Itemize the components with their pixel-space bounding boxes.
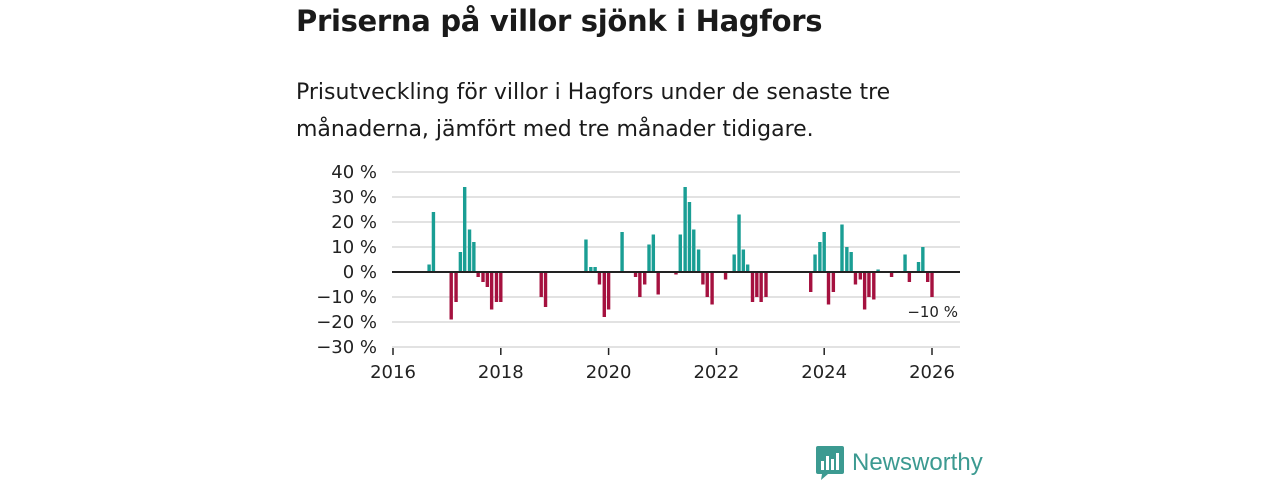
bar	[916, 262, 921, 272]
bar	[840, 224, 844, 272]
bar	[485, 272, 490, 287]
bar	[701, 272, 705, 285]
bar	[903, 254, 907, 272]
y-tick-label: −30 %	[316, 337, 377, 358]
bars	[427, 187, 934, 320]
bar	[606, 272, 611, 310]
newsworthy-brand: Newsworthy	[816, 446, 983, 480]
bar	[458, 252, 463, 272]
bar	[674, 272, 678, 275]
bar	[831, 272, 836, 292]
bar	[589, 267, 593, 272]
brand-name: Newsworthy	[852, 449, 983, 476]
bar	[826, 272, 831, 305]
bar	[476, 272, 480, 277]
bar	[431, 212, 436, 272]
bar	[813, 254, 817, 272]
x-tick-label: 2018	[478, 362, 524, 383]
bar	[732, 254, 736, 272]
bar	[467, 229, 472, 272]
bar	[633, 272, 638, 277]
bar	[584, 239, 588, 272]
bar	[889, 272, 894, 277]
newsworthy-logo-icon	[816, 446, 844, 480]
bar	[481, 272, 485, 282]
x-tick-label: 2022	[693, 362, 739, 383]
bar	[539, 272, 543, 297]
bar	[489, 272, 494, 310]
bar	[543, 272, 548, 307]
x-tick-label: 2026	[909, 362, 955, 383]
bar	[454, 272, 458, 302]
bar-chart: 40 %30 %20 %10 %0 %−10 %−20 %−30 % 2016 2…	[316, 162, 960, 383]
bar	[858, 272, 863, 280]
bar	[872, 272, 876, 300]
y-axis: 40 % 30 % 20 % 10 % 0 % −10 % −20 % −30 %	[316, 162, 377, 358]
bar	[687, 202, 692, 272]
bar	[849, 252, 853, 272]
bar	[494, 272, 499, 302]
bar	[867, 272, 871, 297]
bar	[683, 187, 687, 272]
bar	[764, 272, 768, 297]
bar	[737, 214, 741, 272]
bar	[620, 232, 624, 272]
bar	[822, 232, 826, 272]
bar	[499, 272, 503, 302]
bar	[692, 229, 696, 272]
bar	[745, 264, 750, 272]
bar	[427, 264, 431, 272]
bar	[647, 244, 651, 272]
bar	[710, 272, 714, 305]
bar	[925, 272, 930, 282]
x-tick-label: 2020	[586, 362, 632, 383]
y-tick-label: 10 %	[331, 237, 377, 258]
bar	[705, 272, 709, 297]
bar	[602, 272, 606, 317]
bar	[638, 272, 642, 297]
bar	[723, 272, 728, 280]
y-tick-label: −10 %	[316, 287, 377, 308]
bar	[853, 272, 858, 285]
x-tick-label: 2016	[370, 362, 416, 383]
bar	[759, 272, 763, 302]
bar	[755, 272, 759, 297]
bar	[750, 272, 755, 302]
bar	[845, 247, 849, 272]
y-tick-label: 40 %	[331, 162, 377, 183]
bar	[643, 272, 647, 285]
bar	[876, 269, 880, 272]
last-value-annotation: −10 %	[907, 303, 958, 321]
gridlines	[392, 171, 960, 348]
bar	[651, 234, 656, 272]
bar	[656, 272, 660, 295]
x-tick-label: 2024	[801, 362, 847, 383]
bar	[741, 249, 746, 272]
bar	[472, 242, 476, 272]
bar	[930, 272, 934, 297]
chart-subtitle: Prisutveckling för villor i Hagfors unde…	[296, 80, 891, 142]
bar	[678, 234, 682, 272]
bar	[449, 272, 453, 320]
y-tick-label: 20 %	[331, 212, 377, 233]
y-tick-label: −20 %	[316, 312, 377, 333]
bar	[907, 272, 912, 282]
y-tick-label: 0 %	[343, 262, 377, 283]
bar	[809, 272, 813, 292]
bar	[597, 272, 602, 285]
y-tick-label: 30 %	[331, 187, 377, 208]
bar	[818, 242, 822, 272]
bar	[862, 272, 867, 310]
bar	[462, 187, 467, 272]
bar	[696, 249, 701, 272]
x-axis: 2016 2018 2020 2022 2024 2026	[370, 271, 960, 383]
chart-title: Priserna på villor sjönk i Hagfors	[296, 4, 823, 38]
bar	[593, 267, 597, 272]
bar	[921, 247, 925, 272]
